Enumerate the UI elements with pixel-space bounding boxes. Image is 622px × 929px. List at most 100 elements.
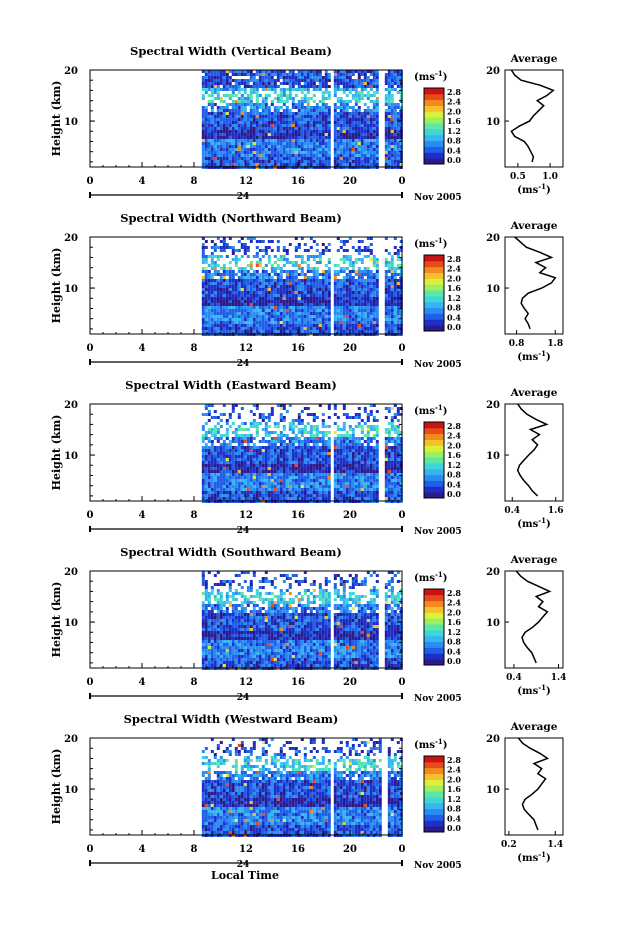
heatmap-cell: [243, 124, 247, 127]
heatmap-cell: [372, 145, 376, 148]
heatmap-cell: [246, 458, 250, 461]
heatmap-cell: [255, 324, 259, 327]
heatmap-cell: [231, 127, 235, 130]
heatmap-cell: [348, 115, 352, 118]
heatmap-cell: [309, 458, 313, 461]
heatmap-cell: [204, 422, 208, 425]
heatmap-cell: [243, 82, 247, 85]
heatmap-cell: [354, 79, 358, 82]
heatmap-cell: [393, 79, 397, 82]
heatmap-cell: [264, 118, 268, 121]
heatmap-cell: [312, 160, 316, 163]
heatmap-cell: [264, 112, 268, 115]
heatmap-cell: [294, 79, 298, 82]
heatmap-cell: [201, 425, 205, 428]
heatmap-cell: [273, 437, 277, 440]
heatmap-cell: [345, 76, 349, 79]
heatmap-cell: [201, 312, 205, 315]
heatmap-cell: [276, 94, 280, 97]
heatmap-cell: [240, 163, 244, 166]
heatmap-cell: [303, 118, 307, 121]
heatmap-cell: [279, 73, 283, 76]
heatmap-cell: [258, 112, 262, 115]
heatmap-cell: [210, 148, 214, 151]
heatmap-cell: [207, 300, 211, 303]
heatmap-cell: [324, 318, 328, 321]
heatmap-cell: [207, 255, 211, 258]
heatmap-cell: [300, 494, 304, 497]
heatmap-cell: [393, 148, 397, 151]
heatmap-cell: [231, 449, 235, 452]
heatmap-cell: [336, 279, 340, 282]
heatmap-cell: [246, 464, 250, 467]
heatmap-cell: [231, 88, 235, 91]
heatmap-cell: [258, 449, 262, 452]
heatmap-cell: [270, 100, 274, 103]
heatmap-cell: [243, 160, 247, 163]
heatmap-cell: [258, 106, 262, 109]
heatmap-cell: [252, 488, 256, 491]
heatmap-cell: [219, 163, 223, 166]
heatmap-cell: [363, 136, 367, 139]
heatmap-cell: [342, 154, 346, 157]
heatmap-cell: [387, 115, 391, 118]
heatmap-cell: [276, 434, 280, 437]
heatmap-cell: [399, 288, 403, 291]
heatmap-cell: [300, 419, 304, 422]
heatmap-cell: [207, 440, 211, 443]
heatmap-cell: [279, 431, 283, 434]
heatmap-cell: [267, 133, 271, 136]
heatmap-cell: [225, 497, 229, 500]
heatmap-cell: [345, 82, 349, 85]
heatmap-cell: [261, 127, 265, 130]
heatmap-cell: [384, 127, 388, 130]
heatmap-cell: [210, 455, 214, 458]
heatmap-cell: [318, 464, 322, 467]
heatmap-cell: [219, 321, 223, 324]
heatmap-cell: [207, 115, 211, 118]
heatmap-cell: [297, 443, 301, 446]
heatmap-cell: [270, 467, 274, 470]
heatmap-cell: [243, 100, 247, 103]
heatmap-cell: [267, 497, 271, 500]
heatmap-cell: [345, 163, 349, 166]
heatmap-cell: [258, 327, 262, 330]
heatmap-cell: [246, 103, 250, 106]
heatmap-cell: [315, 70, 319, 73]
heatmap-cell: [264, 97, 268, 100]
heatmap-cell: [225, 112, 229, 115]
heatmap-cell: [276, 446, 280, 449]
heatmap-cell: [246, 467, 250, 470]
heatmap-cell: [243, 97, 247, 100]
heatmap-cell: [363, 82, 367, 85]
heatmap-cell: [318, 145, 322, 148]
heatmap-cell: [207, 458, 211, 461]
heatmap-cell: [213, 112, 217, 115]
heatmap-cell: [216, 431, 220, 434]
heatmap-cell: [363, 318, 367, 321]
heatmap-cell: [240, 437, 244, 440]
heatmap-cell: [207, 330, 211, 333]
heatmap-cell: [219, 491, 223, 494]
heatmap-cell: [207, 94, 211, 97]
heatmap-cell: [306, 121, 310, 124]
heatmap-cell: [246, 273, 250, 276]
heatmap-cell: [363, 154, 367, 157]
heatmap-cell: [294, 133, 298, 136]
heatmap-cell: [288, 294, 292, 297]
heatmap-cell: [231, 294, 235, 297]
heatmap-cell: [327, 321, 331, 324]
heatmap-cell: [345, 282, 349, 285]
heatmap-cell: [336, 497, 340, 500]
heatmap-cell: [285, 285, 289, 288]
heatmap-cell: [258, 303, 262, 306]
heatmap-cell: [309, 491, 313, 494]
heatmap-cell: [336, 309, 340, 312]
heatmap-cell: [399, 294, 403, 297]
heatmap-cell: [282, 479, 286, 482]
heatmap-cell: [351, 318, 355, 321]
heatmap-cell: [210, 106, 214, 109]
heatmap-cell: [219, 291, 223, 294]
heatmap-cell: [306, 449, 310, 452]
heatmap-cell: [354, 163, 358, 166]
